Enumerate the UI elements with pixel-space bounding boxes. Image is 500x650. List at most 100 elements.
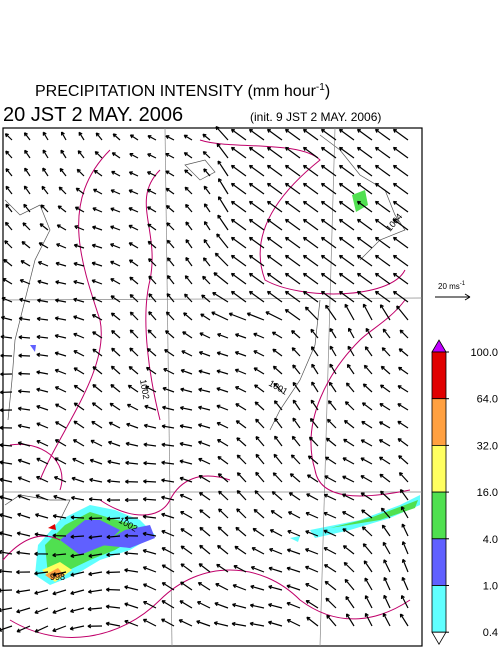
wind-vector: [110, 278, 121, 285]
wind-vector: [17, 441, 31, 447]
wind-vector: [324, 475, 337, 483]
wind-vector: [379, 384, 391, 393]
wind-vector: [398, 455, 409, 465]
wind-vector: [126, 403, 139, 411]
wind-vector: [18, 316, 31, 321]
wind-vector: [304, 306, 319, 321]
wind-vector: [88, 535, 103, 540]
wind-vector: [0, 353, 13, 358]
wind-vector: [180, 563, 193, 573]
wind-vector: [111, 170, 121, 177]
wind-vector: [199, 526, 211, 537]
wind-vector: [217, 455, 229, 465]
wind-vector: [236, 508, 247, 519]
wind-vector: [147, 223, 157, 231]
wind-vector: [286, 601, 301, 609]
wind-vector: [17, 458, 31, 465]
wind-vector: [234, 368, 247, 375]
wind-vector: [164, 348, 175, 357]
wind-vector: [73, 332, 85, 339]
wind-vector: [110, 312, 121, 321]
wind-vector: [271, 490, 283, 501]
wind-vector: [161, 529, 175, 537]
wind-vector: [287, 529, 301, 537]
wind-vector: [230, 164, 247, 177]
wind-vector: [292, 417, 301, 429]
wind-vector: [184, 203, 193, 213]
wind-vector: [338, 128, 355, 141]
wind-vector: [203, 221, 211, 231]
wind-vector: [255, 436, 265, 447]
wind-vector: [69, 625, 85, 631]
wind-vector: [216, 563, 229, 573]
wind-vector: [106, 534, 121, 540]
wind-vector: [284, 164, 301, 177]
wind-vector: [165, 170, 175, 177]
wind-vector: [356, 236, 373, 249]
wind-vector: [0, 588, 13, 593]
wind-vector: [234, 351, 247, 357]
wind-vector: [24, 167, 31, 177]
wind-vector: [311, 363, 319, 375]
wind-vector: [230, 146, 247, 159]
wind-vector: [143, 479, 157, 484]
wind-vector: [198, 474, 211, 483]
wind-vector: [378, 439, 391, 447]
wind-vector: [73, 367, 85, 375]
wind-vector: [374, 146, 391, 159]
wind-vector: [39, 223, 49, 231]
wind-vector: [73, 297, 85, 303]
wind-vector: [338, 182, 355, 195]
wind-vector: [17, 406, 31, 411]
colorbar-label: 100.0: [470, 347, 498, 359]
wind-vector: [124, 533, 139, 538]
wind-vector: [0, 568, 13, 574]
wind-vector: [326, 614, 337, 627]
wind-vector: [302, 128, 319, 141]
wind-vector: [70, 589, 85, 596]
wind-vector: [338, 272, 355, 285]
wind-vector: [198, 350, 211, 357]
wind-vector: [147, 135, 157, 141]
wind-vector: [88, 516, 103, 521]
wind-vector: [217, 214, 229, 231]
wind-vector: [161, 618, 175, 627]
wind-vector: [344, 303, 355, 321]
wind-vector: [34, 532, 49, 537]
wind-vector: [302, 254, 319, 267]
wind-vector: [381, 524, 391, 537]
wind-vector: [38, 242, 49, 249]
wind-vector: [70, 495, 85, 501]
wind-vector: [266, 254, 283, 267]
wind-vector: [148, 275, 157, 285]
wind-vector: [110, 207, 121, 213]
wind-vector: [110, 225, 121, 231]
wind-vector: [41, 185, 49, 195]
wind-vector: [284, 272, 301, 285]
wind-vector: [398, 348, 409, 357]
wind-vector: [52, 514, 67, 519]
wind-vector: [374, 164, 391, 177]
wind-vector: [400, 595, 409, 609]
colorbar: 100.0 64.0 32.0 16.0 4.0 1.0 0.4: [431, 339, 498, 645]
wind-vector: [16, 607, 31, 614]
wind-vector: [329, 327, 337, 339]
wind-vector: [198, 563, 211, 573]
wind-vector: [161, 460, 175, 465]
wind-vector: [392, 164, 409, 177]
wind-vector: [266, 164, 283, 177]
wind-vector: [203, 239, 211, 249]
wind-vector: [146, 347, 157, 357]
wind-vector: [302, 218, 319, 231]
wind-vector: [325, 304, 337, 321]
wind-vector: [91, 402, 103, 411]
wind-vector: [361, 420, 373, 429]
wind-vector: [401, 541, 409, 555]
wind-vector: [161, 512, 175, 519]
wind-vector: [20, 260, 31, 267]
wind-vector: [181, 350, 193, 357]
wind-vector: [392, 200, 409, 213]
wind-vector: [342, 545, 355, 555]
wind-vector: [128, 259, 139, 267]
wind-vector: [17, 476, 31, 483]
